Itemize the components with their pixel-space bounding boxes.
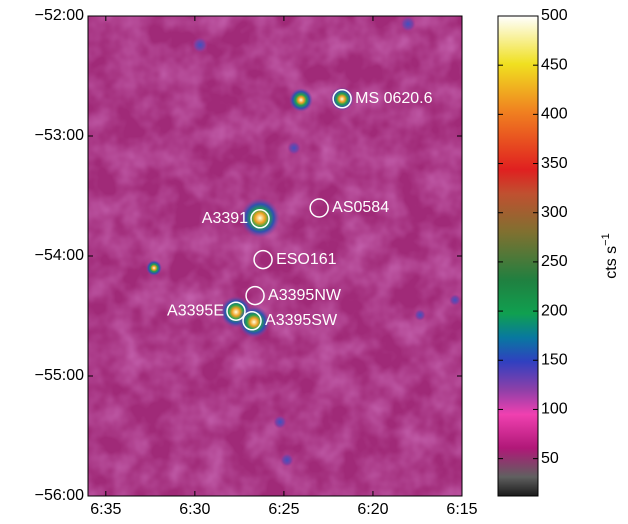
source-label: A3395SW [265, 312, 338, 329]
x-tick-label: 6:15 [446, 501, 477, 518]
colorbar-tick-label: 50 [541, 450, 559, 467]
source-label: A3395E [167, 302, 224, 319]
colorbar-tick-label: 250 [541, 253, 568, 270]
source-label: AS0584 [332, 199, 389, 216]
x-tick-label: 6:20 [357, 501, 388, 518]
colorbar-label-text: cts s [603, 246, 620, 279]
colorbar-tick-label: 500 [541, 7, 568, 24]
source-marker [332, 89, 352, 109]
colorbar-tick-label: 300 [541, 204, 568, 221]
colorbar-label-sup: −1 [600, 233, 612, 246]
source-marker [309, 198, 329, 218]
source-label: A3395NW [268, 287, 342, 304]
source-label: ESO161 [276, 251, 337, 268]
x-tick-label: 6:25 [268, 501, 299, 518]
colorbar-tick-label: 150 [541, 351, 568, 368]
colorbar-tick-label: 200 [541, 302, 568, 319]
colorbar-tick-label: 450 [541, 56, 568, 73]
source-marker [253, 249, 273, 270]
colorbar-label: cts s−1 [600, 233, 620, 278]
y-tick-label: −53:00 [35, 127, 84, 144]
y-tick-label: −52:00 [35, 7, 84, 24]
source-marker [245, 285, 265, 306]
x-tick-label: 6:30 [179, 501, 210, 518]
source-marker [242, 311, 262, 331]
colorbar-tick-label: 100 [541, 401, 568, 418]
y-tick-label: −55:00 [35, 367, 84, 384]
x-tick-label: 6:35 [90, 501, 121, 518]
colorbar-tick-label: 350 [541, 155, 568, 172]
sky-image [88, 16, 462, 496]
source-marker [226, 301, 246, 321]
y-tick-label: −54:00 [35, 247, 84, 264]
source-marker [250, 209, 270, 229]
source-label: A3391 [202, 210, 248, 227]
y-tick-label: −56:00 [35, 487, 84, 504]
source-label: MS 0620.6 [355, 90, 432, 107]
colorbar-tick-label: 400 [541, 106, 568, 123]
colorbar [497, 15, 539, 497]
